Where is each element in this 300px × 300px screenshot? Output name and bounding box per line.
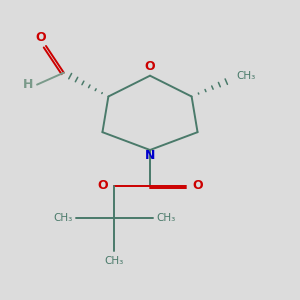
Text: CH₃: CH₃ [236, 71, 255, 81]
Text: CH₃: CH₃ [157, 213, 176, 224]
Text: O: O [145, 60, 155, 73]
Text: CH₃: CH₃ [53, 213, 72, 224]
Text: H: H [23, 78, 34, 91]
Text: O: O [35, 32, 46, 44]
Text: O: O [192, 179, 203, 192]
Text: N: N [145, 148, 155, 161]
Text: CH₃: CH₃ [105, 256, 124, 266]
Text: O: O [97, 179, 108, 192]
